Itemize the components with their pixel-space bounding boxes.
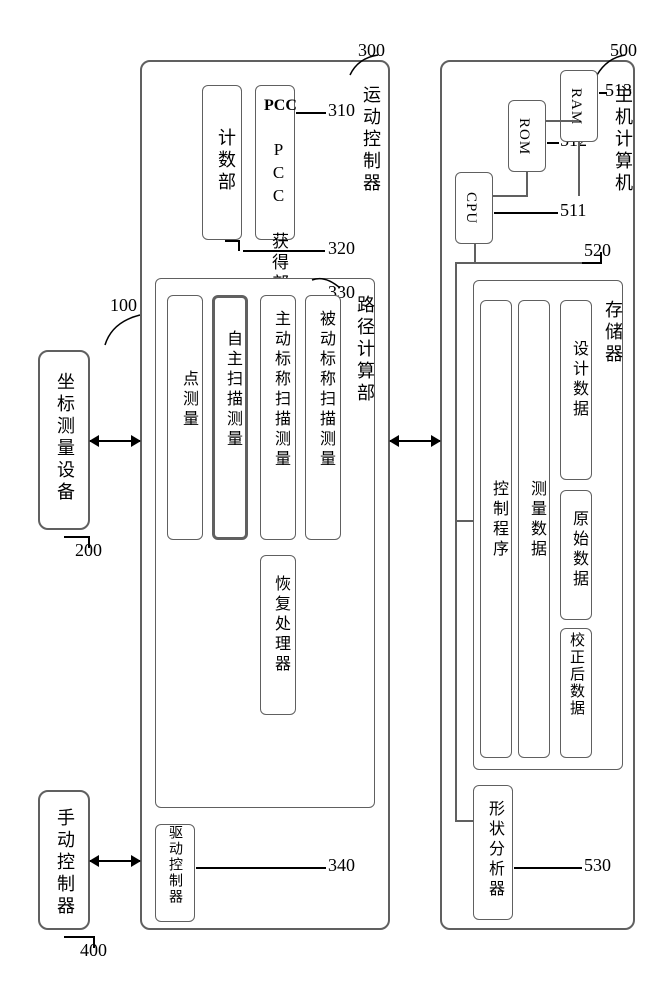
path-calc-label: 路径计算部 xyxy=(352,295,378,405)
manual-ctl-label: 手动控制器 xyxy=(52,808,78,918)
leader-500 xyxy=(595,50,635,80)
shape-an-label: 形状分析器 xyxy=(482,800,506,900)
raw-data-label: 原始数据 xyxy=(566,510,590,590)
ref-310: 310 xyxy=(328,100,355,121)
ref-530: 530 xyxy=(584,855,611,876)
motion-ctl-label: 运动控制器 xyxy=(358,85,384,195)
arrow-motion-host xyxy=(390,440,440,442)
leader-330 xyxy=(310,270,350,295)
host-label: 主机计算机 xyxy=(610,85,636,195)
meas-data-label: 测量数据 xyxy=(524,480,548,560)
design-data-label: 设计数据 xyxy=(566,340,590,420)
cmm-label: 坐标测量设备 xyxy=(52,372,78,504)
active-nom-label: 主动标称扫描测量 xyxy=(268,310,292,470)
cpu-label: CPU xyxy=(462,192,479,224)
arrow-manual-motion xyxy=(90,860,140,862)
ctl-prog-label: 控制程序 xyxy=(486,480,510,560)
ref-511: 511 xyxy=(560,200,586,221)
counter-label: 计数部 xyxy=(213,128,239,194)
ref-513: 513 xyxy=(605,80,632,101)
corr-data-label: 校正后数据 xyxy=(566,632,587,717)
rom-label: ROM xyxy=(515,118,532,155)
ref-320: 320 xyxy=(328,238,355,259)
ref-340: 340 xyxy=(328,855,355,876)
arrow-cmm-motion xyxy=(90,440,140,442)
drive-ctl-label: 驱动控制器 xyxy=(164,825,184,905)
recovery-label: 恢复处理器 xyxy=(268,575,292,675)
auto-scan-label: 自主扫描测量 xyxy=(220,330,244,450)
memory-label: 存储器 xyxy=(600,300,626,366)
leader-300 xyxy=(348,50,388,80)
pcc-label: PCC xyxy=(264,97,297,115)
passive-nom-label: 被动标称扫描测量 xyxy=(313,310,337,470)
pcc-acq-label: PCC 获得部 xyxy=(266,140,291,295)
ref-520: 520 xyxy=(584,240,611,261)
point-meas-label: 点测量 xyxy=(176,370,200,430)
